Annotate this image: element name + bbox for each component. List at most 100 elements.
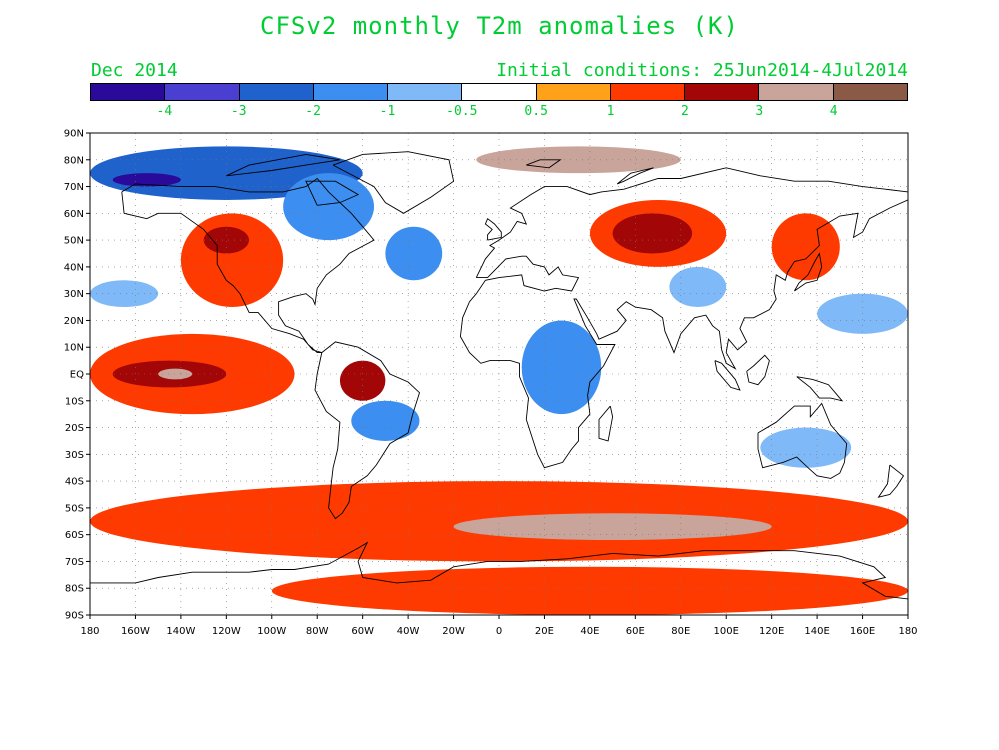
anomaly-region bbox=[112, 173, 181, 187]
colorbar-tick-label: 0.5 bbox=[524, 104, 548, 119]
longitude-tick-label: 120W bbox=[212, 626, 241, 637]
latitude-tick-label: 10N bbox=[64, 343, 84, 354]
anomaly-region bbox=[339, 360, 386, 401]
anomaly-region bbox=[760, 427, 852, 468]
australia-coast bbox=[757, 402, 848, 479]
longitude-tick-label: 20E bbox=[535, 626, 554, 637]
colorbar-tick-label: -4 bbox=[156, 104, 173, 119]
greenland-coast bbox=[332, 151, 455, 214]
anomaly-region bbox=[612, 213, 693, 254]
colorbar-swatch bbox=[313, 84, 389, 100]
latitude-tick-label: EQ bbox=[70, 370, 84, 381]
uk-coast bbox=[484, 217, 502, 241]
latitude-tick-label: 90S bbox=[65, 611, 84, 622]
anomaly-region bbox=[669, 266, 727, 308]
antarctica-coast bbox=[90, 541, 908, 615]
colorbar-tick-label: 2 bbox=[680, 104, 689, 119]
latitude-tick-label: 90N bbox=[64, 129, 84, 140]
latitude-tick-label: 30S bbox=[65, 450, 84, 461]
colorbar-tick-label: 1 bbox=[606, 104, 615, 119]
anomaly-region bbox=[521, 320, 602, 415]
latitude-tick-label: 60S bbox=[65, 530, 84, 541]
new-zealand-coast bbox=[877, 464, 905, 498]
longitude-tick-label: 180 bbox=[80, 626, 99, 637]
latitude-tick-label: 20S bbox=[65, 423, 84, 434]
longitude-tick-label: 60E bbox=[626, 626, 645, 637]
colorbar-labels: -4 -3 -2 -1 -0.5 0.5 1 2 3 4 bbox=[0, 104, 999, 122]
latitude-tick-label: 50N bbox=[64, 236, 84, 247]
longitude-labels: 180 160W 140W 120W 100W 80W 60W 40W 20W 0 20E 40E 60… bbox=[80, 615, 918, 637]
longitude-tick-label: 140W bbox=[166, 626, 195, 637]
anomaly-region bbox=[453, 513, 772, 541]
anomaly-region bbox=[158, 368, 193, 380]
new-guinea-coast bbox=[796, 376, 844, 402]
longitude-tick-label: 120E bbox=[759, 626, 784, 637]
gridlines bbox=[90, 133, 908, 615]
south-america-coast bbox=[314, 341, 421, 520]
longitude-tick-label: 160E bbox=[850, 626, 875, 637]
colorbar-tick-label: -2 bbox=[305, 104, 321, 119]
eurasia-africa-coast bbox=[459, 167, 908, 469]
longitude-tick-label: 40E bbox=[580, 626, 599, 637]
colorbar-swatch bbox=[759, 84, 834, 100]
svalbard-coast bbox=[526, 159, 562, 169]
colorbar-swatch bbox=[462, 84, 537, 100]
valid-month-label: Dec 2014 bbox=[91, 60, 178, 81]
madagascar-coast bbox=[598, 405, 614, 442]
longitude-tick-label: 180 bbox=[898, 626, 917, 637]
anomaly-region bbox=[351, 400, 420, 441]
latitude-tick-label: 50S bbox=[65, 503, 84, 514]
longitude-tick-label: 80W bbox=[306, 626, 329, 637]
colorbar-tick-label: -1 bbox=[379, 104, 396, 119]
latitude-tick-label: 80N bbox=[64, 155, 84, 166]
colorbar bbox=[90, 83, 908, 101]
longitude-tick-label: 140E bbox=[804, 626, 829, 637]
colorbar-tick-label: -3 bbox=[230, 104, 247, 119]
colorbar-swatch bbox=[239, 84, 314, 100]
anomaly-field bbox=[90, 146, 908, 615]
anomaly-region bbox=[385, 226, 443, 281]
longitude-tick-label: 20W bbox=[442, 626, 465, 637]
longitude-tick-label: 100W bbox=[257, 626, 286, 637]
latitude-tick-label: 10S bbox=[65, 396, 84, 407]
latitude-tick-label: 70S bbox=[65, 557, 84, 568]
japan-coast bbox=[794, 252, 823, 292]
colorbar-swatch bbox=[685, 84, 760, 100]
north-america-coast bbox=[121, 177, 375, 354]
colorbar-swatch bbox=[91, 84, 166, 100]
canada-islands-coast bbox=[226, 153, 340, 177]
latitude-tick-label: 80S bbox=[65, 584, 84, 595]
latitude-tick-label: 60N bbox=[64, 209, 84, 220]
anomaly-region bbox=[771, 213, 840, 281]
longitude-tick-label: 160W bbox=[121, 626, 150, 637]
latitude-labels: 90N 80N 70N 60N 50N 40N 30N 20N 10N EQ 10S 20S 30S 40… bbox=[64, 129, 90, 622]
longitude-tick-label: 60W bbox=[351, 626, 374, 637]
novaya-zemlya-coast bbox=[616, 167, 654, 185]
latitude-tick-label: 40S bbox=[65, 477, 84, 488]
colorbar-tick-label: -0.5 bbox=[446, 104, 478, 119]
anomaly-region bbox=[203, 226, 250, 254]
colorbar-swatch bbox=[536, 84, 611, 100]
longitude-tick-label: 40W bbox=[397, 626, 420, 637]
latitude-tick-label: 70N bbox=[64, 182, 84, 193]
longitude-tick-label: 80E bbox=[671, 626, 690, 637]
anomaly-region bbox=[476, 146, 681, 174]
coastlines bbox=[90, 151, 908, 615]
anomaly-region bbox=[90, 280, 159, 308]
colorbar-swatch bbox=[388, 84, 463, 100]
longitude-tick-label: 100E bbox=[714, 626, 739, 637]
sumatra-coast bbox=[714, 360, 741, 391]
colorbar-tick-label: 3 bbox=[755, 104, 764, 119]
borneo-coast bbox=[746, 354, 770, 386]
latitude-tick-label: 40N bbox=[64, 262, 84, 273]
anomaly-region bbox=[271, 566, 908, 615]
colorbar-swatch bbox=[610, 84, 686, 100]
colorbar-tick-label: 4 bbox=[829, 104, 838, 119]
colorbar-swatch bbox=[165, 84, 240, 100]
baffin-coast bbox=[305, 180, 360, 206]
longitude-tick-label: 0 bbox=[496, 626, 502, 637]
initial-conditions-label: Initial conditions: 25Jun2014-4Jul2014 bbox=[496, 60, 908, 81]
colorbar-swatch bbox=[833, 84, 907, 100]
map-title: CFSv2 monthly T2m anomalies (K) bbox=[260, 12, 739, 40]
